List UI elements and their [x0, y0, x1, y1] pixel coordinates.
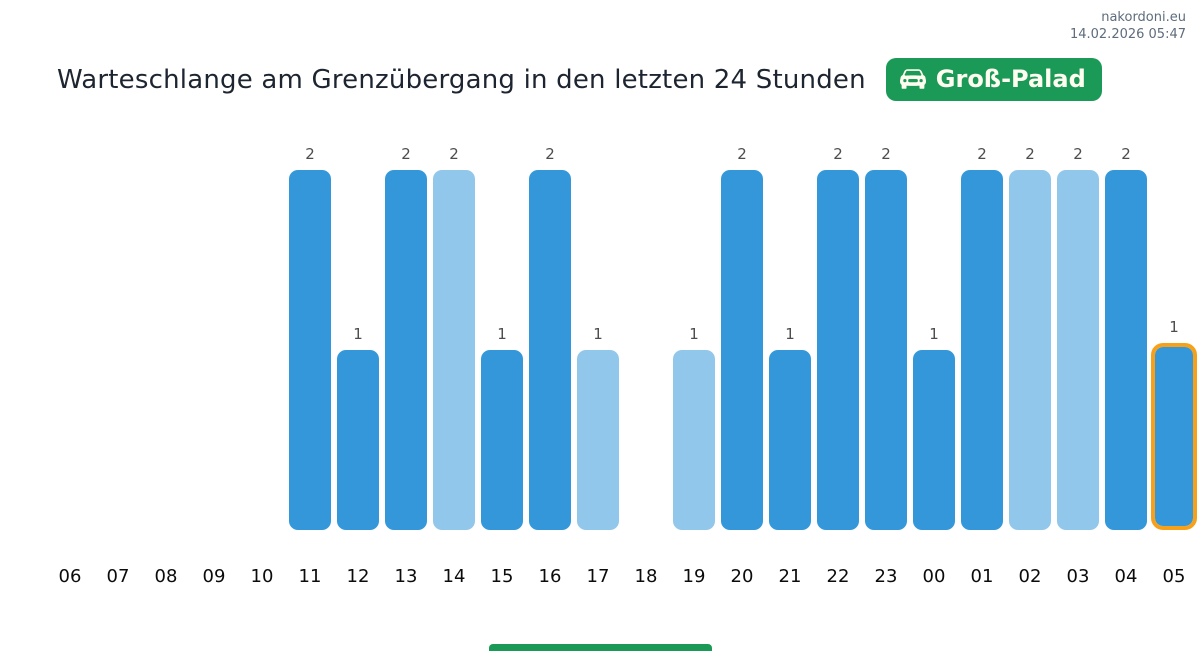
bar [817, 170, 859, 530]
bar-value-label: 1 [353, 325, 363, 343]
footer-accent-bar [489, 644, 712, 651]
x-tick-label: 12 [346, 566, 370, 587]
bar-value-label: 1 [689, 325, 699, 343]
bar-value-label: 2 [833, 145, 843, 163]
x-tick-label: 19 [682, 566, 706, 587]
bar-value-label: 1 [497, 325, 507, 343]
bar-value-label: 1 [929, 325, 939, 343]
bar [385, 170, 427, 530]
bar-highlighted [1151, 343, 1197, 530]
bar-value-label: 2 [1073, 145, 1083, 163]
bar-slot: 1 [574, 140, 622, 530]
bar-value-label: 2 [737, 145, 747, 163]
bar-slot: 2 [430, 140, 478, 530]
bar-value-label: 2 [305, 145, 315, 163]
bar-value-label: 2 [1121, 145, 1131, 163]
bar-slot: 1 [910, 140, 958, 530]
bars-row: 2 1 2 2 1 2 1 1 2 1 2 2 1 2 2 2 2 1 [46, 140, 1198, 530]
bar-value-label: 1 [1169, 318, 1179, 336]
bar-value-label: 2 [545, 145, 555, 163]
x-tick-label: 23 [874, 566, 898, 587]
bar-slot: 1 [1150, 140, 1198, 530]
bar-slot: 2 [1006, 140, 1054, 530]
bar-value-label: 1 [593, 325, 603, 343]
bar [433, 170, 475, 530]
bar-slot: 2 [814, 140, 862, 530]
x-tick-label: 15 [490, 566, 514, 587]
x-tick-label: 10 [250, 566, 274, 587]
bar [961, 170, 1003, 530]
x-tick-label: 22 [826, 566, 850, 587]
bar [1009, 170, 1051, 530]
bar [913, 350, 955, 530]
bar [721, 170, 763, 530]
car-front-icon [899, 66, 926, 92]
bar-slot [142, 140, 190, 530]
bar [865, 170, 907, 530]
bar-slot [94, 140, 142, 530]
x-tick-label: 00 [922, 566, 946, 587]
bar-slot: 2 [862, 140, 910, 530]
bar [481, 350, 523, 530]
bar-slot [622, 140, 670, 530]
bar-slot [46, 140, 94, 530]
bar-slot: 2 [1054, 140, 1102, 530]
timestamp: 14.02.2026 05:47 [1069, 27, 1186, 42]
bar [673, 350, 715, 530]
page-title: Warteschlange am Grenzübergang in den le… [57, 64, 866, 95]
x-tick-label: 21 [778, 566, 802, 587]
x-tick-label: 18 [634, 566, 658, 587]
bar [577, 350, 619, 530]
bar-value-label: 2 [449, 145, 459, 163]
bar-value-label: 2 [881, 145, 891, 163]
x-tick-label: 03 [1066, 566, 1090, 587]
x-tick-label: 20 [730, 566, 754, 587]
x-tick-label: 05 [1162, 566, 1186, 587]
site-link[interactable]: nakordoni.eu [1101, 10, 1186, 25]
bar-value-label: 2 [1025, 145, 1035, 163]
bar-value-label: 1 [785, 325, 795, 343]
bar-slot: 1 [670, 140, 718, 530]
x-tick-label: 13 [394, 566, 418, 587]
header: Warteschlange am Grenzübergang in den le… [57, 58, 1170, 101]
bar [337, 350, 379, 530]
bar-slot [238, 140, 286, 530]
bar-slot: 2 [958, 140, 1006, 530]
bar [1057, 170, 1099, 530]
x-tick-label: 17 [586, 566, 610, 587]
bar [529, 170, 571, 530]
bar-value-label: 2 [401, 145, 411, 163]
bar-slot [190, 140, 238, 530]
x-tick-label: 01 [970, 566, 994, 587]
x-tick-label: 11 [298, 566, 322, 587]
x-tick-label: 04 [1114, 566, 1138, 587]
x-tick-label: 09 [202, 566, 226, 587]
bar-slot: 2 [1102, 140, 1150, 530]
bar-slot: 1 [334, 140, 382, 530]
x-tick-label: 16 [538, 566, 562, 587]
bar-slot: 1 [766, 140, 814, 530]
x-tick-label: 02 [1018, 566, 1042, 587]
bar-slot: 2 [526, 140, 574, 530]
bar [1105, 170, 1147, 530]
x-tick-label: 08 [154, 566, 178, 587]
crossing-badge-label: Groß-Palad [935, 65, 1086, 93]
x-axis: 06 07 08 09 10 11 12 13 14 15 16 17 18 19 20 21 22 23 00 01… [46, 566, 1198, 587]
bar-slot: 2 [286, 140, 334, 530]
x-tick-label: 06 [58, 566, 82, 587]
bar-value-label: 2 [977, 145, 987, 163]
x-tick-label: 07 [106, 566, 130, 587]
bar-slot: 2 [718, 140, 766, 530]
crossing-badge-button[interactable]: Groß-Palad [885, 58, 1102, 101]
bar [769, 350, 811, 530]
x-tick-label: 14 [442, 566, 466, 587]
bar [289, 170, 331, 530]
bar-slot: 2 [382, 140, 430, 530]
meta-block: nakordoni.eu 14.02.2026 05:47 [1070, 9, 1186, 43]
bar-slot: 1 [478, 140, 526, 530]
